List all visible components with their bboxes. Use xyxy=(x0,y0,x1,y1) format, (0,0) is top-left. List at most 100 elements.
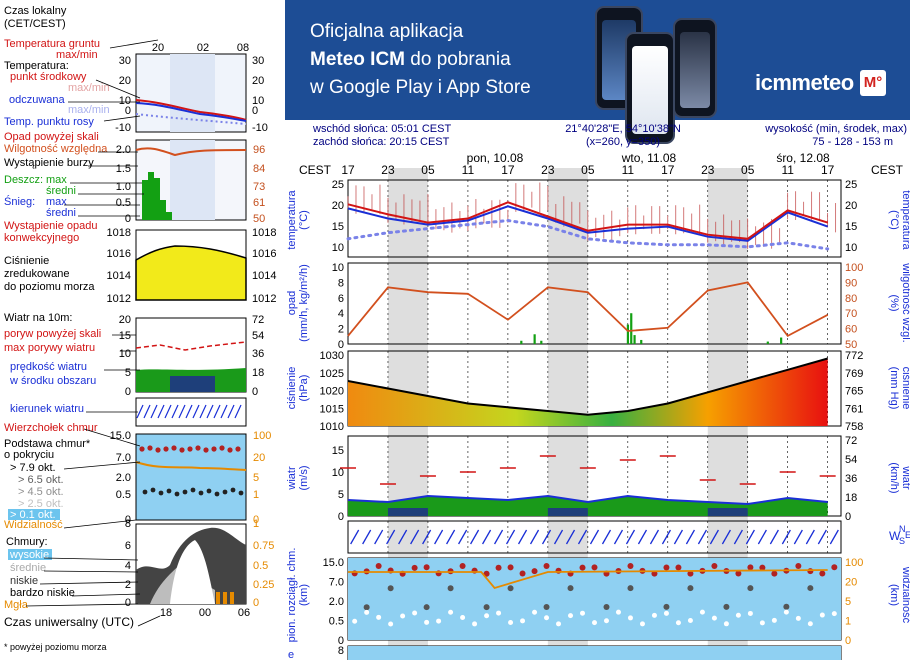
legend-snow-mean: średni xyxy=(46,207,76,219)
humidity-line xyxy=(347,281,829,338)
cloud-low-dot xyxy=(687,618,693,624)
mini-cloud-base-dot xyxy=(198,490,204,496)
humidity-tick: 50 xyxy=(845,339,857,351)
cloud-base-dot xyxy=(627,585,634,592)
wind-barb xyxy=(541,529,552,545)
promo-line-2: Meteo ICM do pobrania xyxy=(310,46,531,74)
mini-cloud-tick: 0.5 xyxy=(116,489,131,501)
precip-bar xyxy=(633,335,636,344)
pressure-tick: 1025 xyxy=(320,368,344,380)
precip-bar xyxy=(520,340,523,344)
wind-barb xyxy=(817,529,827,545)
hour-tick-label: 23 xyxy=(701,163,715,177)
precip-bar xyxy=(630,313,633,344)
wind-calm-band xyxy=(707,508,748,516)
mini-cloud-base-dot xyxy=(142,489,148,495)
grid-text: (x=260, y=350) xyxy=(586,136,660,148)
hour-tick-label: 23 xyxy=(381,163,395,177)
cloud-top-dot xyxy=(687,570,694,577)
mini-wind-barb xyxy=(213,404,221,419)
cloud-top-dot xyxy=(663,564,670,571)
cloud-base-dot xyxy=(783,603,790,610)
legend-tz-tick: 08 xyxy=(237,42,249,54)
visibility-tick: 1 xyxy=(845,616,851,628)
day-label-3: śro, 12.08 xyxy=(776,151,830,165)
cloud-low-dot xyxy=(807,621,813,627)
cloud-base-dot xyxy=(447,585,454,592)
wind-barb xyxy=(517,529,528,545)
wind-barb xyxy=(386,529,396,545)
wind-barb xyxy=(733,529,743,545)
tz-left: CEST xyxy=(299,163,332,177)
legend-okt-79: > 7.9 okt. xyxy=(10,462,56,474)
wind-tick: 10 xyxy=(332,467,344,479)
cloud-low-dot xyxy=(699,609,705,615)
cloud-low-dot xyxy=(376,614,382,620)
mini-wind-barb xyxy=(234,404,242,419)
mini-cloud-top-dot xyxy=(211,446,217,452)
wind-barb xyxy=(565,529,576,545)
wind-speed-line xyxy=(347,494,828,506)
legend-visibility: Widzialność xyxy=(4,519,63,531)
legend-temp-mid: punkt środkowy xyxy=(10,71,87,83)
wind-barb xyxy=(769,529,779,545)
cloud-base-dot xyxy=(567,585,574,592)
wind-barb xyxy=(505,529,516,545)
mini-temp-tick: 30 xyxy=(119,55,131,67)
legend-footnote: * powyżej poziomu morza xyxy=(4,642,107,652)
mini-wind-barb xyxy=(164,404,172,419)
cloud-low-dot xyxy=(663,610,669,616)
cloud-low-dot xyxy=(484,613,490,619)
humidity-tick: 70 xyxy=(845,308,857,320)
mini-pressure-panel: 1018 1016 1014 1012 1018 1016 1014 1012 xyxy=(107,227,277,305)
wind-barb xyxy=(637,529,648,545)
precip-left-unit: (mm/h, kg/m²/h) xyxy=(298,264,310,342)
precip-left-label: opad xyxy=(286,291,298,315)
sunrise-text: wschód słońca: 05:01 CEST xyxy=(312,123,451,135)
precip-bar xyxy=(640,339,643,344)
mini-cloud-top-dot xyxy=(155,447,161,453)
wind-tick: 15 xyxy=(332,445,344,457)
pressure-rtick: 772 xyxy=(845,350,863,362)
legend-okt-01-swatch xyxy=(8,509,60,520)
visibility-tick: 0 xyxy=(845,635,851,647)
legend-temp-title: Temperatura: xyxy=(4,60,69,72)
cloud-low-dot xyxy=(783,609,789,615)
legend-conv: Wystąpienie opadu xyxy=(4,220,97,232)
mini-cloud-base-dot xyxy=(214,491,220,497)
mini-cloud-base-dot xyxy=(174,491,180,497)
mini-wind-barb xyxy=(178,404,186,419)
cloud-tick: 2.0 xyxy=(329,596,344,608)
phone-image-2 xyxy=(625,32,675,144)
wind-barb xyxy=(362,529,372,545)
temp-left-label: temperatura xyxy=(286,189,298,249)
mini-press-rtick: 1018 xyxy=(252,227,276,239)
temp-rtick: 25 xyxy=(845,179,857,191)
wind-barb xyxy=(482,529,492,545)
legend-okt-25: > 2.5 okt. xyxy=(18,498,64,510)
cloud-left-unit: (km) xyxy=(298,584,310,606)
legend-rain-mean: średni xyxy=(46,185,76,197)
cloud-low-dot xyxy=(615,609,621,615)
pressure-tick: 1015 xyxy=(320,403,344,415)
mini-cloud-base-dot xyxy=(206,488,212,494)
press-right-label: ciśnienie xyxy=(900,367,910,410)
cloud-low-dot xyxy=(496,610,502,616)
legend-cloud-top: Wierzchołek chmur xyxy=(4,422,98,434)
mini-temp-rtick: 20 xyxy=(252,75,264,87)
cloud-low-dot xyxy=(508,619,514,625)
precip-tick: 10 xyxy=(332,262,344,274)
cloud-top-dot xyxy=(411,564,418,571)
promo-banner[interactable]: Oficjalna aplikacja Meteo ICM do pobrani… xyxy=(285,0,910,144)
legend-cl-high: wysokie xyxy=(9,549,49,561)
visibility-tick: 20 xyxy=(845,577,857,589)
mini-cl-tick: 8 xyxy=(125,518,131,530)
mini-cloud-tick: 15.0 xyxy=(110,430,131,442)
cloud-base-dot xyxy=(543,604,550,611)
pressure-area xyxy=(348,358,828,426)
legend-fog: Mgła xyxy=(4,599,29,611)
cloud-top-dot xyxy=(459,563,466,570)
hum-right-label: wilgotność wzgl. xyxy=(900,262,910,342)
cloud-base-dot xyxy=(747,585,754,592)
day-label-1: pon, 10.08 xyxy=(467,151,524,165)
